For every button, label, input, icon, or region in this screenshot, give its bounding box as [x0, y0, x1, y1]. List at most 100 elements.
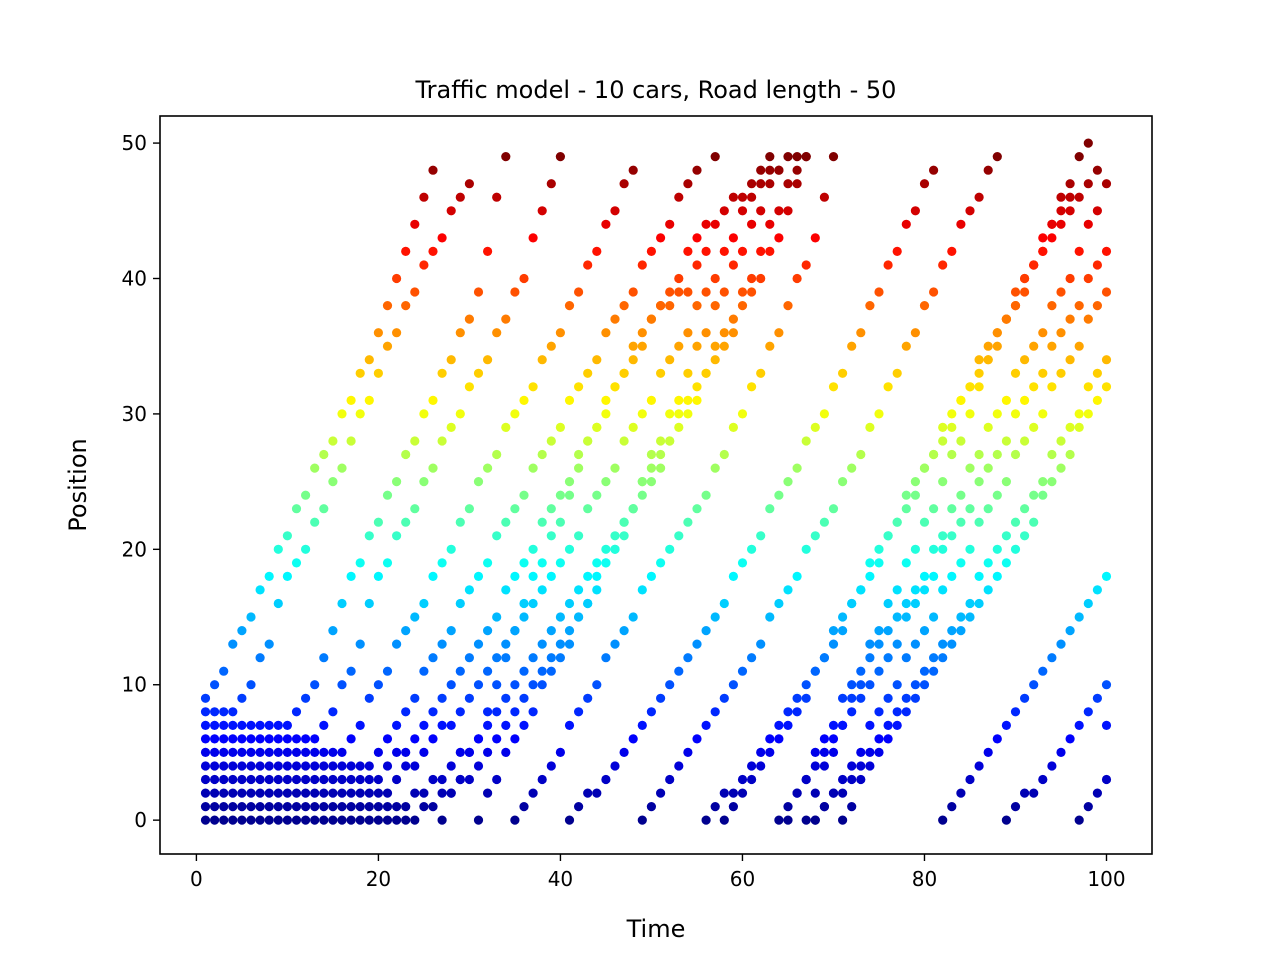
- scatter-point: [1038, 368, 1048, 378]
- scatter-point: [728, 233, 739, 243]
- scatter-point: [382, 341, 393, 351]
- scatter-point: [1074, 720, 1084, 731]
- scatter-point: [355, 761, 365, 771]
- scatter-point: [410, 612, 420, 622]
- scatter-point: [273, 720, 283, 731]
- scatter-point: [719, 287, 729, 297]
- scatter-point: [747, 382, 757, 392]
- scatter-point: [410, 504, 420, 514]
- scatter-point: [992, 571, 1002, 582]
- scatter-point: [364, 815, 374, 825]
- scatter-point: [628, 734, 638, 744]
- scatter-point: [774, 206, 784, 216]
- scatter-point: [992, 544, 1002, 554]
- scatter-point: [1010, 802, 1021, 812]
- scatter-point: [637, 585, 647, 595]
- scatter-point: [819, 802, 830, 812]
- scatter-point: [901, 707, 911, 717]
- scatter-point: [774, 734, 784, 744]
- scatter-point: [901, 504, 911, 514]
- scatter-point: [919, 626, 930, 636]
- scatter-point: [337, 774, 347, 785]
- scatter-point: [1038, 666, 1048, 676]
- scatter-point: [364, 395, 374, 405]
- plot-area-frame: [159, 115, 1153, 855]
- scatter-point: [601, 558, 611, 568]
- scatter-point: [610, 382, 620, 392]
- scatter-point: [619, 179, 629, 189]
- scatter-point: [1101, 774, 1112, 785]
- scatter-point: [992, 409, 1002, 419]
- scatter-point: [237, 747, 247, 758]
- scatter-point: [246, 734, 256, 744]
- scatter-point: [947, 504, 957, 514]
- scatter-point: [938, 260, 948, 270]
- scatter-point: [419, 409, 429, 419]
- scatter-point: [583, 693, 593, 703]
- scatter-point: [583, 436, 593, 446]
- scatter-point: [537, 680, 547, 690]
- scatter-point: [874, 734, 884, 744]
- scatter-point: [564, 301, 575, 311]
- scatter-point: [446, 422, 456, 432]
- scatter-point: [674, 761, 684, 771]
- scatter-point: [464, 585, 474, 595]
- scatter-point: [1056, 328, 1066, 338]
- scatter-point: [701, 287, 711, 297]
- scatter-point: [555, 747, 566, 758]
- scatter-point: [219, 720, 229, 731]
- scatter-point: [783, 206, 793, 216]
- scatter-point: [674, 531, 684, 541]
- scatter-point: [1092, 165, 1102, 175]
- scatter-point: [264, 720, 274, 731]
- scatter-point: [783, 585, 793, 595]
- y-tick-label: 30: [122, 402, 147, 426]
- scatter-point: [674, 422, 684, 432]
- scatter-point: [319, 802, 329, 812]
- scatter-point: [774, 165, 784, 175]
- scatter-point: [965, 463, 975, 473]
- scatter-point: [1038, 246, 1048, 256]
- scatter-point: [637, 260, 647, 270]
- scatter-point: [310, 734, 320, 744]
- scatter-point: [255, 653, 265, 663]
- scatter-point: [310, 463, 320, 473]
- scatter-point: [956, 517, 966, 527]
- scatter-point: [255, 761, 265, 771]
- scatter-point: [555, 653, 566, 663]
- scatter-point: [1020, 504, 1030, 514]
- scatter-point: [856, 680, 866, 690]
- scatter-point: [756, 747, 766, 758]
- scatter-point: [355, 368, 365, 378]
- scatter-point: [792, 152, 802, 162]
- scatter-point: [200, 707, 211, 717]
- scatter-point: [656, 558, 666, 568]
- scatter-point: [610, 206, 620, 216]
- scatter-point: [446, 626, 456, 636]
- scatter-point: [437, 639, 447, 649]
- scatter-point: [219, 707, 229, 717]
- scatter-point: [692, 341, 702, 351]
- scatter-point: [464, 774, 474, 785]
- scatter-point: [610, 463, 620, 473]
- scatter-point: [346, 395, 356, 405]
- scatter-point: [838, 720, 848, 731]
- scatter-point: [574, 287, 584, 297]
- scatter-point: [464, 314, 474, 324]
- scatter-point: [291, 558, 302, 568]
- scatter-point: [264, 788, 274, 798]
- scatter-point: [492, 707, 502, 717]
- scatter-point: [546, 179, 556, 189]
- scatter-point: [747, 273, 757, 284]
- scatter-point: [583, 260, 593, 270]
- scatter-point: [838, 693, 848, 703]
- scatter-point: [974, 571, 984, 582]
- scatter-point: [1001, 720, 1012, 731]
- scatter-point: [1065, 355, 1075, 365]
- scatter-point: [355, 815, 365, 825]
- scatter-point: [810, 788, 820, 798]
- scatter-point: [1083, 273, 1093, 284]
- scatter-point: [200, 761, 211, 771]
- scatter-point: [619, 436, 629, 446]
- scatter-point: [419, 802, 429, 812]
